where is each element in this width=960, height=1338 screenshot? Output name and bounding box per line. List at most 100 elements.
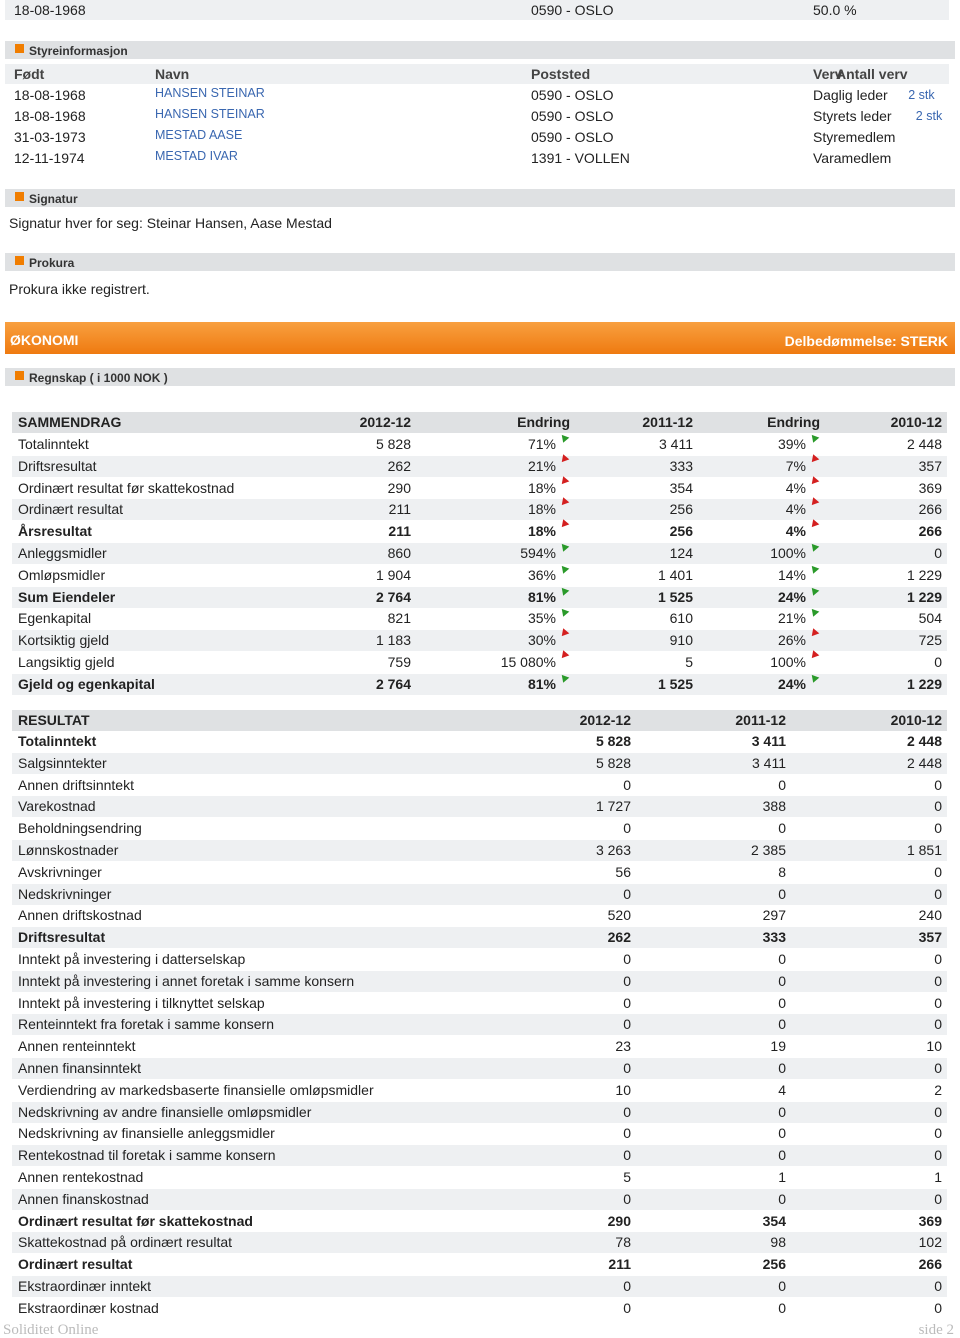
- summary-value: 266: [918, 523, 942, 540]
- row-stripe: [12, 927, 947, 949]
- summary-value: 18%: [527, 479, 556, 496]
- result-value: 0: [623, 1060, 631, 1076]
- section-icon: [15, 192, 24, 201]
- summary-value: 1 904: [375, 566, 411, 583]
- row-stripe: [12, 883, 947, 905]
- top-share: 50.0 %: [813, 2, 857, 18]
- board-header-bar: [5, 64, 949, 84]
- result-value: 1: [934, 1169, 942, 1185]
- result-value: 297: [762, 907, 786, 924]
- row-stripe: [12, 586, 947, 608]
- section-icon: [15, 44, 24, 53]
- trend-arrow: [808, 432, 820, 443]
- summary-value: 5 828: [375, 436, 411, 452]
- result-label: Annen rentekostnad: [18, 1169, 144, 1185]
- summary-value: 26%: [777, 632, 806, 649]
- result-label: Inntekt på investering i tilknyttet sels…: [18, 994, 265, 1011]
- result-value: 0: [934, 1147, 942, 1164]
- economy-rating: Delbedømmelse: STERK: [784, 333, 948, 349]
- result-label: Annen finanskostnad: [18, 1190, 149, 1207]
- result-label: Skattekostnad på ordinært resultat: [18, 1234, 233, 1251]
- result-value: 262: [607, 929, 631, 946]
- result-value: 0: [778, 1060, 786, 1076]
- footer-brand: Soliditet Online: [3, 1322, 99, 1338]
- result-value: 5: [623, 1169, 631, 1185]
- result-value: 0: [623, 951, 631, 967]
- section-title: Prokura: [29, 256, 75, 270]
- section-title: Styreinformasjon: [29, 44, 128, 58]
- result-value: 0: [778, 1103, 786, 1120]
- board-cell: 0590 - OSLO: [531, 108, 614, 124]
- result-value: 0: [934, 951, 942, 967]
- result-value: 240: [918, 907, 942, 924]
- summary-label: Årsresultat: [18, 523, 92, 540]
- result-column: 2012-12: [579, 712, 631, 728]
- trend-arrow: [808, 563, 820, 574]
- summary-value: 24%: [777, 675, 806, 692]
- result-value: 520: [607, 907, 631, 924]
- result-value: 3 411: [752, 754, 786, 771]
- result-value: 0: [934, 798, 942, 815]
- result-value: 0: [778, 1278, 786, 1294]
- result-value: 1 727: [595, 798, 631, 815]
- summary-column: Endring: [517, 414, 570, 430]
- summary-label: Kortsiktig gjeld: [18, 632, 110, 649]
- result-value: 0: [778, 951, 786, 967]
- row-stripe: [12, 1058, 947, 1079]
- board-name: HANSEN STEINAR: [155, 107, 265, 121]
- summary-value: 30%: [527, 632, 556, 649]
- result-label: Salgsinntekter: [18, 754, 107, 771]
- result-value: 0: [934, 1125, 942, 1142]
- summary-value: 7%: [785, 457, 806, 474]
- result-value: 56: [615, 863, 631, 880]
- result-value: 2 385: [750, 842, 786, 858]
- board-cell: 18-08-1968: [14, 87, 86, 103]
- summary-label: Ordinært resultat før skattekostnad: [18, 479, 235, 496]
- signature-text: Signatur hver for seg: Steinar Hansen, A…: [9, 215, 332, 231]
- board-cell: 31-03-1973: [14, 129, 86, 145]
- summary-value: 266: [918, 501, 942, 518]
- result-value: 0: [623, 972, 631, 989]
- summary-label: Ordinært resultat: [18, 501, 124, 518]
- result-label: Renteinntekt fra foretak i samme konsern: [18, 1016, 275, 1033]
- board-cell: 12-11-1974: [14, 150, 85, 166]
- summary-value: 504: [918, 610, 942, 627]
- result-label: Annen renteinntekt: [18, 1038, 136, 1055]
- summary-value: 35%: [527, 610, 556, 627]
- summary-value: 21%: [777, 610, 806, 627]
- summary-value: 910: [669, 632, 693, 649]
- summary-value: 1 229: [906, 675, 942, 692]
- section-icon: [15, 256, 24, 265]
- summary-label: Anleggsmidler: [18, 545, 107, 561]
- summary-value: 2 448: [906, 436, 942, 452]
- result-label: Inntekt på investering i datterselskap: [18, 951, 246, 967]
- trend-arrow: [808, 606, 820, 618]
- result-value: 1: [778, 1169, 786, 1185]
- result-label: Driftsresultat: [18, 929, 106, 946]
- result-value: 98: [770, 1234, 786, 1251]
- result-value: 0: [623, 1299, 631, 1316]
- row-stripe: [12, 630, 947, 652]
- summary-value: 759: [387, 654, 411, 670]
- result-value: 0: [778, 994, 786, 1011]
- summary-value: 369: [918, 479, 942, 496]
- board-column: Antall verv: [836, 66, 908, 82]
- row-stripe: [12, 499, 947, 521]
- result-value: 5 828: [595, 733, 631, 749]
- result-value: 78: [615, 1234, 631, 1251]
- result-header: [12, 710, 947, 731]
- summary-value: 71%: [527, 436, 556, 452]
- result-value: 0: [934, 820, 942, 837]
- result-value: 0: [778, 1299, 786, 1316]
- summary-column: SAMMENDRAG: [18, 414, 122, 430]
- summary-value: 4%: [785, 523, 806, 540]
- result-value: 0: [934, 1299, 942, 1316]
- trend-arrow: [558, 519, 570, 530]
- row-stripe: [12, 840, 947, 861]
- result-value: 102: [918, 1234, 942, 1251]
- summary-column: Endring: [767, 414, 820, 430]
- board-cell: Styrets leder: [813, 108, 892, 124]
- summary-value: 18%: [527, 501, 556, 518]
- trend-arrow: [558, 432, 570, 443]
